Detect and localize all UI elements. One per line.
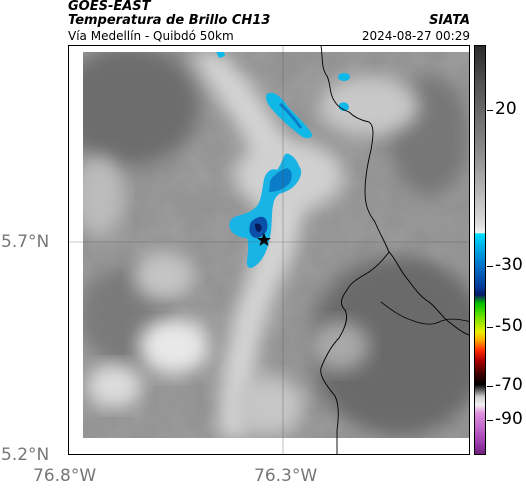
brightness-temperature-field	[69, 46, 469, 454]
colorbar-label: -30	[495, 255, 523, 275]
cold-cloud-top	[339, 102, 349, 111]
satellite-title: GOES-EAST	[68, 0, 151, 14]
colorbar-label: -90	[495, 409, 523, 429]
cold-cloud-top	[338, 73, 350, 81]
location-star-icon	[257, 233, 271, 246]
border-line	[388, 251, 469, 336]
convective-core	[269, 168, 292, 192]
colorbar-label: 20	[495, 99, 517, 119]
colorbar	[474, 45, 486, 455]
lat-tick-label: 5.7°N	[1, 232, 50, 252]
lat-tick-label: 5.2°N	[1, 445, 50, 465]
product-title: Temperatura de Brillo CH13	[68, 13, 271, 28]
coastline	[320, 46, 390, 454]
agency-label: SIATA	[429, 13, 470, 28]
datetime-label: 2024-08-27 00:29	[361, 29, 470, 43]
colorbar-label: -50	[495, 316, 523, 336]
satellite-map	[68, 45, 470, 455]
cold-cloud-top	[216, 52, 225, 58]
lon-tick-label: 76.3°W	[254, 466, 318, 486]
region-subtitle: Vía Medellín - Quibdó 50km	[68, 29, 234, 43]
colorbar-label: -70	[495, 375, 523, 395]
lon-tick-label: 76.8°W	[33, 466, 97, 486]
